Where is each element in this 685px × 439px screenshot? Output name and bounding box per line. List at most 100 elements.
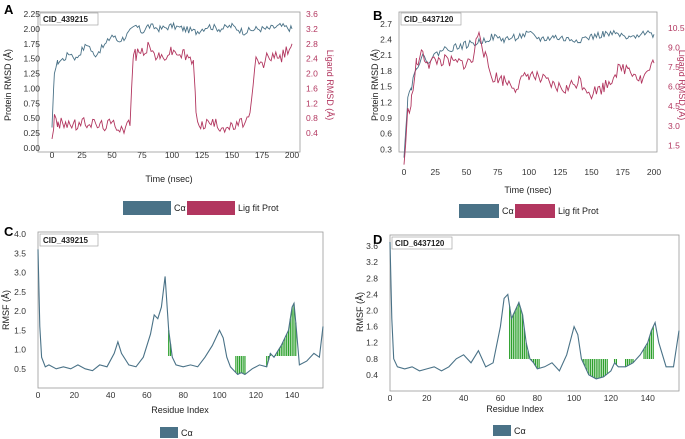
panel-b: B CID_6437120 0 25 50 75 100 125 150 175 2000.30…	[370, 8, 685, 218]
y-right-tick-label-b: 1.5	[668, 140, 680, 150]
y-tick-label-a: 2.25	[23, 9, 40, 19]
y-tick-label-d: 2.8	[366, 273, 378, 283]
ticks-group-d: 0 20 40 60 80 100 120 140 0.4 0.8 1.2 1.6 2.0 2.4 2.8 3…	[366, 241, 655, 403]
x-tick-label-d: 40	[459, 393, 469, 403]
x-tick-label-a: 175	[255, 150, 269, 160]
y-tick-label-c: 1.0	[14, 345, 26, 355]
x-tick-label-c: 80	[178, 390, 188, 400]
y-tick-label-a: 0.25	[23, 128, 40, 138]
y-right-tick-label-b: 4.5	[668, 101, 680, 111]
series-line-a-ligand	[51, 41, 293, 139]
legend-label-ligand-b: Lig fit Prot	[558, 206, 599, 216]
x-tick-label-d: 80	[533, 393, 543, 403]
x-tick-label-a: 25	[77, 150, 87, 160]
x-tick-label-d: 60	[496, 393, 506, 403]
x-tick-label-d: 140	[641, 393, 655, 403]
legend-label-calpha-b: Cα	[502, 206, 514, 216]
y-right-tick-label-a: 1.2	[306, 98, 318, 108]
y-tick-label-d: 2.0	[366, 305, 378, 315]
x-axis-label-c: Residue Index	[151, 405, 209, 415]
x-tick-label-b: 0	[402, 167, 407, 177]
y-tick-label-c: 3.0	[14, 268, 26, 278]
x-tick-label-a: 50	[107, 150, 117, 160]
y-tick-label-b: 2.7	[380, 19, 392, 29]
x-tick-label-c: 60	[142, 390, 152, 400]
plot-frame-d	[389, 234, 680, 392]
y-tick-label-a: 1.25	[23, 69, 40, 79]
x-tick-label-a: 75	[137, 150, 147, 160]
plot-frame-c	[37, 231, 324, 389]
x-tick-label-c: 100	[212, 390, 226, 400]
y-right-tick-label-b: 10.5	[668, 23, 685, 33]
panel-a: A CID_439215 0 25 50 75 100 125 150 175 2000.000…	[3, 2, 335, 215]
y-tick-label-a: 0.00	[23, 143, 40, 153]
legend-swatch-calpha-a	[123, 201, 171, 215]
y-tick-label-b: 0.3	[380, 144, 392, 154]
x-tick-label-b: 125	[553, 167, 567, 177]
x-axis-label-a: Time (nsec)	[145, 174, 192, 184]
y-tick-label-d: 2.4	[366, 289, 378, 299]
x-tick-label-c: 140	[285, 390, 299, 400]
legend-swatch-calpha-b	[459, 204, 499, 218]
ticks-group-b: 0 25 50 75 100 125 150 175 200 0.3 0.6 0.9 1.2 1.5 1.8…	[380, 19, 685, 177]
cid-box-b	[400, 12, 462, 26]
x-axis-label-d: Residue Index	[486, 404, 544, 414]
y-axis-right-label-b: Ligand RMSD (Å)	[677, 50, 685, 121]
y-tick-label-b: 0.9	[380, 113, 392, 123]
plot-frame-b	[398, 11, 658, 153]
series-group-d	[389, 241, 680, 380]
x-tick-label-d: 120	[604, 393, 618, 403]
series-group-a	[51, 21, 293, 139]
y-tick-label-a: 1.50	[23, 54, 40, 64]
legend-b: Cα Lig fit Prot	[459, 204, 599, 218]
y-axis-label-d: RMSF (Å)	[355, 292, 365, 332]
y-right-tick-label-a: 2.8	[306, 39, 318, 49]
legend-swatch-calpha-c	[160, 427, 178, 438]
y-tick-label-c: 2.0	[14, 306, 26, 316]
y-tick-label-d: 0.4	[366, 370, 378, 380]
legend-swatch-ligand-b	[515, 204, 555, 218]
x-tick-label-b: 75	[493, 167, 503, 177]
y-tick-label-c: 4.0	[14, 229, 26, 239]
y-tick-label-d: 1.2	[366, 338, 378, 348]
x-tick-label-c: 20	[70, 390, 80, 400]
series-line-a-calpha	[51, 21, 293, 128]
cid-label-c: CID_439215	[43, 236, 88, 245]
legend-label-calpha-c: Cα	[181, 428, 193, 438]
x-tick-label-d: 20	[422, 393, 432, 403]
y-axis-label-a: Protein RMSD (Å)	[3, 49, 13, 121]
y-tick-label-d: 3.6	[366, 241, 378, 251]
series-group-b	[403, 29, 655, 165]
panel-d: D CID_6437120 0 20 40 60 80 100 120 140 0.4 0.8 1.…	[355, 232, 680, 436]
y-tick-label-b: 0.6	[380, 129, 392, 139]
y-tick-label-d: 0.8	[366, 354, 378, 364]
x-axis-label-b: Time (nsec)	[504, 185, 551, 195]
panel-letter-d: D	[373, 232, 382, 247]
panel-letter-a: A	[4, 2, 14, 17]
cid-label-b: CID_6437120	[404, 15, 454, 24]
x-tick-label-b: 100	[522, 167, 536, 177]
y-tick-label-b: 1.8	[380, 66, 392, 76]
y-right-tick-label-a: 3.6	[306, 9, 318, 19]
y-tick-label-b: 1.5	[380, 82, 392, 92]
y-tick-label-b: 1.2	[380, 97, 392, 107]
y-tick-label-c: 0.5	[14, 364, 26, 374]
x-tick-label-c: 0	[36, 390, 41, 400]
y-axis-label-b: Protein RMSD (Å)	[370, 49, 380, 121]
y-axis-right-label-a: Ligand RMSD (Å)	[325, 50, 335, 121]
x-tick-label-c: 40	[106, 390, 116, 400]
panel-letter-b: B	[373, 8, 382, 23]
y-tick-label-a: 0.50	[23, 113, 40, 123]
y-tick-label-a: 1.75	[23, 39, 40, 49]
legend-label-calpha-d: Cα	[514, 426, 526, 436]
y-right-tick-label-a: 0.8	[306, 113, 318, 123]
legend-label-calpha-a: Cα	[174, 203, 186, 213]
x-tick-label-b: 150	[584, 167, 598, 177]
y-right-tick-label-a: 0.4	[306, 128, 318, 138]
series-line-d-calpha	[389, 241, 680, 380]
x-tick-label-a: 125	[195, 150, 209, 160]
x-tick-label-b: 50	[462, 167, 472, 177]
legend-d: Cα	[493, 425, 526, 436]
x-tick-label-c: 120	[249, 390, 263, 400]
